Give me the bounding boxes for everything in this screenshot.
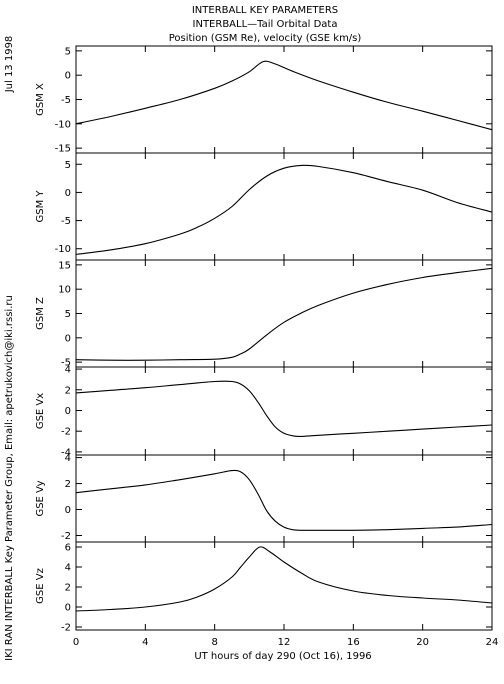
y-axis-label: GSE Vx (35, 393, 46, 429)
chart-title-line3: Position (GSM Re), velocity (GSE km/s) (169, 33, 362, 44)
series-line-gse-vz (75, 546, 493, 612)
y-tick-label: 0 (65, 188, 71, 199)
y-tick-label: -15 (55, 144, 71, 155)
y-tick-label: -10 (55, 244, 71, 255)
x-axis-label: UT hours of day 290 (Oct 16), 1996 (194, 651, 371, 662)
x-tick-label: 8 (211, 637, 217, 648)
y-axis-label: GSE Vz (35, 568, 46, 604)
chart-title-line1: INTERBALL KEY PARAMETERS (192, 5, 338, 16)
panel-4: -4 -2 0 2 4 GSE Vx (35, 365, 493, 458)
y-tick-label: 0 (65, 406, 71, 417)
panel-1: -15 -10 -5 0 5 GSM X (35, 45, 493, 155)
x-tick-label: 4 (142, 637, 148, 648)
y-tick-label: -2 (61, 427, 71, 438)
panel-frame (75, 152, 493, 261)
y-tick-label: 0 (65, 603, 71, 614)
y-axis-label: GSM Y (35, 190, 46, 223)
y-tick-label: -10 (55, 119, 71, 130)
x-tick-label: 16 (347, 637, 360, 648)
y-tick-label: 6 (65, 543, 71, 554)
y-tick-label: -2 (61, 531, 71, 542)
y-tick-label: 15 (58, 260, 71, 271)
series-line-gsm-z (75, 267, 493, 361)
panel-frame (75, 454, 493, 543)
y-tick-label: -2 (61, 623, 71, 634)
y-tick-label: 4 (65, 453, 71, 464)
y-tick-label: 4 (65, 365, 71, 376)
x-tick-label: 20 (416, 637, 429, 648)
y-tick-label: 4 (65, 563, 71, 574)
y-tick-label: -5 (61, 216, 71, 227)
y-tick-label: 2 (65, 385, 71, 396)
panel-3: -5 0 5 10 15 GSM Z (35, 259, 493, 369)
y-tick-label: 0 (65, 505, 71, 516)
panel-2: -10 -5 0 5 GSM Y (35, 152, 493, 261)
y-tick-label: 2 (65, 479, 71, 490)
y-tick-label: 5 (65, 46, 71, 57)
panel-6: -2 0 2 4 6 GSE Vz (35, 541, 493, 634)
series-line-gsm-y (75, 164, 493, 255)
y-tick-label: 5 (65, 160, 71, 171)
y-axis-label: GSM Z (35, 297, 46, 330)
y-tick-label: -5 (61, 358, 71, 369)
x-tick-label: 0 (73, 637, 79, 648)
series-line-gsm-x (75, 60, 493, 131)
y-tick-label: -4 (61, 447, 71, 458)
y-tick-label: 10 (58, 285, 71, 296)
x-tick-label: 12 (278, 637, 291, 648)
y-tick-label: 0 (65, 333, 71, 344)
panel-frame (75, 541, 493, 631)
series-line-gse-vy (75, 469, 493, 531)
x-tick-label: 24 (486, 637, 499, 648)
x-axis: 0 4 8 12 16 20 24 (73, 637, 499, 648)
panels-group: -15 -10 -5 0 5 GSM X -10 -5 0 5 GSM Y -5 0 5 10 15 GSM Z… (35, 45, 493, 634)
y-axis-label: GSM X (35, 83, 46, 116)
y-tick-label: 2 (65, 583, 71, 594)
y-axis-label: GSE Vy (35, 480, 46, 516)
panel-frame (75, 366, 493, 456)
side-credit-label: IKI RAN INTERBALL Key Parameter Group, E… (4, 295, 15, 661)
panel-5: -2 0 2 4 GSE Vy (35, 453, 493, 543)
y-tick-label: -5 (61, 95, 71, 106)
chart-title-line2: INTERBALL—Tail Orbital Data (193, 19, 338, 30)
panel-frame (75, 45, 493, 154)
y-tick-label: 5 (65, 309, 71, 320)
series-line-gse-vx (75, 380, 493, 437)
side-date-label: Jul 13 1998 (4, 36, 15, 94)
y-tick-label: 0 (65, 71, 71, 82)
